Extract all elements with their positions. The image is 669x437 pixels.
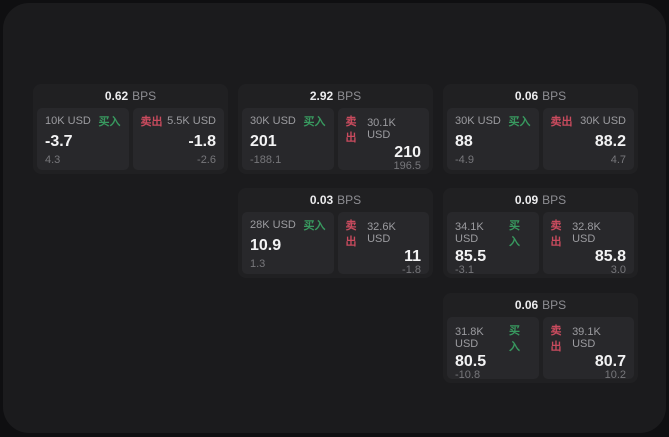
bps-unit-label: BPS <box>337 193 362 207</box>
bps-spread-value: 0.03 <box>309 193 334 207</box>
sell-side-button[interactable]: 卖出 <box>550 220 562 248</box>
sell-price: -1.8 <box>188 133 216 150</box>
sell-price: 80.7 <box>594 353 626 370</box>
quote-board: 0.62 BPS 10K USD 买入 -3.7 4.3 卖出 5.5K USD… <box>3 3 666 433</box>
sell-order-size: 30K USD <box>580 115 626 127</box>
card-header: 0.09 BPS <box>443 188 638 212</box>
buy-order-size: 30K USD <box>250 115 296 127</box>
sell-side-button[interactable]: 卖出 <box>345 116 357 144</box>
sell-panel[interactable]: 卖出 30K USD 88.2 4.7 <box>542 108 634 170</box>
buy-price: -3.7 <box>45 133 73 150</box>
bps-spread-value: 0.09 <box>514 193 539 207</box>
sell-panel[interactable]: 卖出 30.1K USD 210 196.5 <box>337 108 429 172</box>
buy-panel[interactable]: 10K USD 买入 -3.7 4.3 <box>37 108 129 170</box>
sell-delta: -2.6 <box>197 154 216 166</box>
sell-order-size: 5.5K USD <box>167 115 216 127</box>
buy-side-button[interactable]: 买入 <box>303 220 326 232</box>
bps-spread-value: 0.06 <box>514 89 539 103</box>
sell-delta: -1.8 <box>402 264 421 276</box>
sell-delta: 4.7 <box>610 154 626 166</box>
sell-panel[interactable]: 卖出 39.1K USD 80.7 10.2 <box>542 317 634 381</box>
sell-price: 85.8 <box>594 248 626 265</box>
buy-panel[interactable]: 30K USD 买入 201 -188.1 <box>242 108 334 170</box>
card-header: 0.06 BPS <box>443 293 638 317</box>
quote-card: 0.03 BPS 28K USD 买入 10.9 1.3 卖出 32.6K US… <box>238 188 433 278</box>
sell-delta: 3.0 <box>610 264 626 276</box>
buy-side-button[interactable]: 买入 <box>98 116 121 128</box>
quote-card: 0.06 BPS 31.8K USD 买入 80.5 -10.8 卖出 39.1… <box>443 293 638 383</box>
buy-side-button[interactable]: 买入 <box>508 325 520 353</box>
buy-side-button[interactable]: 买入 <box>508 220 520 248</box>
buy-order-size: 30K USD <box>455 115 501 127</box>
sell-price: 88.2 <box>594 133 626 150</box>
sell-order-size: 39.1K USD <box>572 326 601 350</box>
buy-price: 88 <box>455 133 473 150</box>
buy-panel[interactable]: 28K USD 买入 10.9 1.3 <box>242 212 334 274</box>
bps-spread-value: 0.06 <box>514 298 539 312</box>
buy-delta: 4.3 <box>45 154 61 166</box>
sell-price: 210 <box>394 144 421 161</box>
buy-order-size: 10K USD <box>45 115 91 127</box>
sell-side-button[interactable]: 卖出 <box>140 116 163 128</box>
card-header: 0.06 BPS <box>443 84 638 108</box>
sell-side-button[interactable]: 卖出 <box>550 116 573 128</box>
buy-delta: 1.3 <box>250 258 266 270</box>
sell-delta: 196.5 <box>393 160 421 172</box>
buy-order-size: 31.8K USD <box>455 326 484 350</box>
quote-card: 2.92 BPS 30K USD 买入 201 -188.1 卖出 30.1K … <box>238 84 433 174</box>
sell-order-size: 30.1K USD <box>367 117 396 141</box>
buy-order-size: 28K USD <box>250 219 296 231</box>
bps-unit-label: BPS <box>542 298 567 312</box>
quote-card: 0.06 BPS 30K USD 买入 88 -4.9 卖出 30K USD 8… <box>443 84 638 174</box>
sell-order-size: 32.8K USD <box>572 221 601 245</box>
sell-panel[interactable]: 卖出 5.5K USD -1.8 -2.6 <box>132 108 224 170</box>
buy-panel[interactable]: 30K USD 买入 88 -4.9 <box>447 108 539 170</box>
buy-order-size: 34.1K USD <box>455 221 484 245</box>
sell-panel[interactable]: 卖出 32.8K USD 85.8 3.0 <box>542 212 634 276</box>
quote-card: 0.09 BPS 34.1K USD 买入 85.5 -3.1 卖出 32.8K… <box>443 188 638 278</box>
buy-price: 10.9 <box>250 237 282 254</box>
buy-side-button[interactable]: 买入 <box>303 116 326 128</box>
buy-delta: -10.8 <box>455 369 481 381</box>
bps-unit-label: BPS <box>542 193 567 207</box>
buy-price: 80.5 <box>455 353 487 370</box>
buy-panel[interactable]: 31.8K USD 买入 80.5 -10.8 <box>447 317 539 381</box>
buy-price: 85.5 <box>455 248 487 265</box>
sell-side-button[interactable]: 卖出 <box>345 220 357 248</box>
sell-side-button[interactable]: 卖出 <box>550 325 562 353</box>
buy-price: 201 <box>250 133 277 150</box>
buy-panel[interactable]: 34.1K USD 买入 85.5 -3.1 <box>447 212 539 276</box>
buy-delta: -188.1 <box>250 154 282 166</box>
bps-spread-value: 0.62 <box>104 89 129 103</box>
sell-panel[interactable]: 卖出 32.6K USD 11 -1.8 <box>337 212 429 276</box>
sell-delta: 10.2 <box>604 369 626 381</box>
sell-price: 11 <box>404 248 421 265</box>
buy-delta: -3.1 <box>455 264 474 276</box>
bps-unit-label: BPS <box>132 89 157 103</box>
buy-delta: -4.9 <box>455 154 474 166</box>
quote-card: 0.62 BPS 10K USD 买入 -3.7 4.3 卖出 5.5K USD… <box>33 84 228 174</box>
card-header: 2.92 BPS <box>238 84 433 108</box>
card-header: 0.62 BPS <box>33 84 228 108</box>
card-header: 0.03 BPS <box>238 188 433 212</box>
bps-unit-label: BPS <box>542 89 567 103</box>
bps-spread-value: 2.92 <box>309 89 334 103</box>
sell-order-size: 32.6K USD <box>367 221 396 245</box>
bps-unit-label: BPS <box>337 89 362 103</box>
buy-side-button[interactable]: 买入 <box>508 116 531 128</box>
